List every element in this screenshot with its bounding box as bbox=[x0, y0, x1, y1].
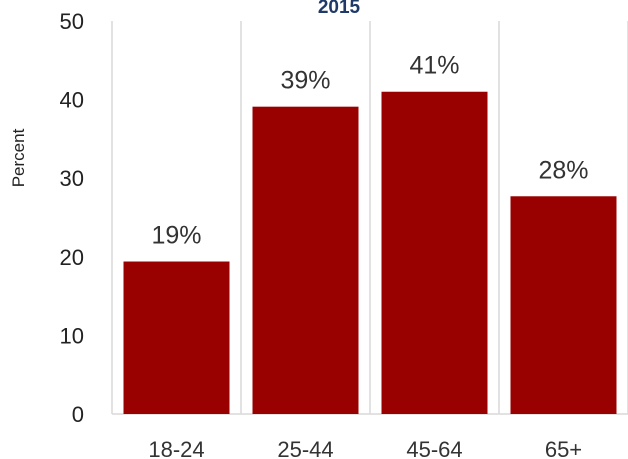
x-tick-label: 25-44 bbox=[277, 437, 333, 459]
y-tick-label: 0 bbox=[72, 402, 84, 427]
chart-title: 2015 bbox=[318, 0, 361, 18]
y-axis-ticks: 0 10 20 30 40 50 bbox=[60, 9, 84, 427]
data-label: 39% bbox=[280, 67, 330, 95]
data-label: 28% bbox=[538, 156, 588, 184]
y-tick-label: 40 bbox=[60, 88, 84, 113]
bar-18-24 bbox=[123, 261, 230, 414]
data-labels: 19% 39% 41% 28% bbox=[151, 52, 588, 250]
bar-25-44 bbox=[252, 106, 359, 414]
y-tick-label: 30 bbox=[60, 166, 84, 191]
gridlines bbox=[111, 21, 628, 414]
y-axis-title: Percent bbox=[9, 128, 28, 187]
data-label: 41% bbox=[409, 52, 459, 80]
x-tick-label: 18-24 bbox=[148, 437, 204, 459]
y-tick-label: 50 bbox=[60, 9, 84, 34]
x-tick-label: 65+ bbox=[545, 437, 582, 459]
bars bbox=[123, 91, 617, 415]
bar-45-64 bbox=[381, 91, 488, 415]
x-tick-label: 45-64 bbox=[406, 437, 462, 459]
bar-65+ bbox=[510, 196, 617, 414]
y-tick-label: 10 bbox=[60, 323, 84, 348]
y-tick-label: 20 bbox=[60, 245, 84, 270]
x-axis-categories: 18-24 25-44 45-64 65+ bbox=[148, 437, 582, 459]
data-label: 19% bbox=[151, 222, 201, 250]
